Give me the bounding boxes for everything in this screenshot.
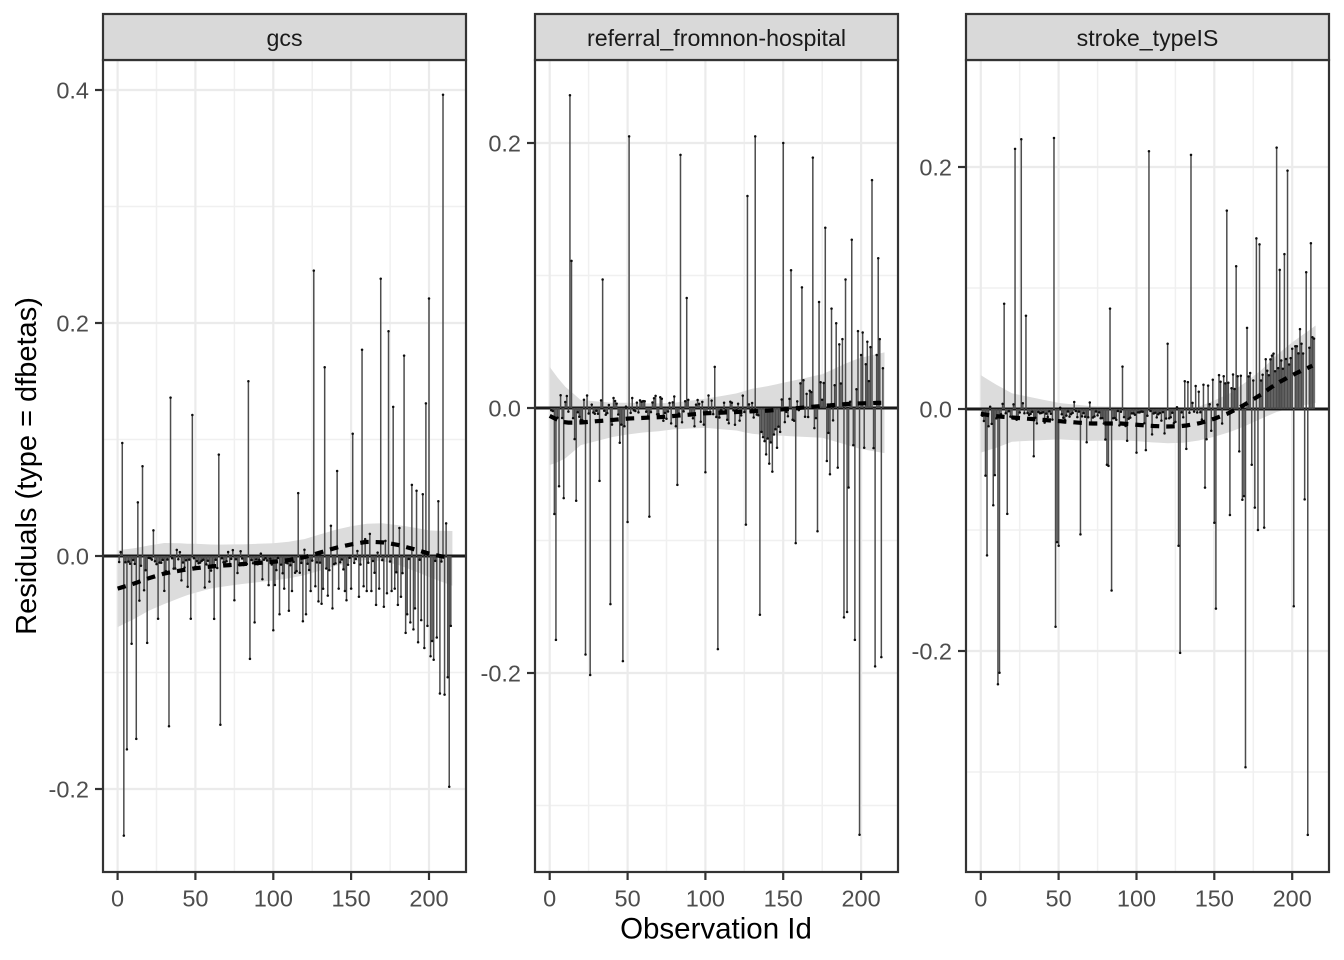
svg-text:-0.2: -0.2 xyxy=(912,639,953,665)
svg-text:200: 200 xyxy=(1273,886,1312,912)
svg-text:Observation Id: Observation Id xyxy=(620,913,812,946)
svg-text:stroke_typeIS: stroke_typeIS xyxy=(1077,25,1219,51)
svg-text:100: 100 xyxy=(1117,886,1156,912)
svg-text:Residuals (type = dfbetas): Residuals (type = dfbetas) xyxy=(11,297,43,635)
svg-text:0.2: 0.2 xyxy=(919,155,952,181)
svg-text:0.0: 0.0 xyxy=(488,396,521,422)
svg-text:0.0: 0.0 xyxy=(56,544,89,570)
svg-text:150: 150 xyxy=(331,886,370,912)
svg-text:150: 150 xyxy=(1195,886,1234,912)
svg-text:-0.2: -0.2 xyxy=(481,661,522,687)
svg-text:0.4: 0.4 xyxy=(56,78,89,104)
svg-text:50: 50 xyxy=(1046,886,1072,912)
svg-text:0.2: 0.2 xyxy=(56,311,89,337)
svg-text:-0.2: -0.2 xyxy=(49,777,90,803)
svg-text:150: 150 xyxy=(764,886,803,912)
svg-text:50: 50 xyxy=(182,886,208,912)
svg-text:200: 200 xyxy=(841,886,880,912)
svg-text:100: 100 xyxy=(686,886,725,912)
svg-text:100: 100 xyxy=(254,886,293,912)
svg-text:0: 0 xyxy=(974,886,987,912)
svg-text:referral_fromnon-hospital: referral_fromnon-hospital xyxy=(587,25,846,51)
svg-text:gcs: gcs xyxy=(266,25,302,51)
svg-text:200: 200 xyxy=(409,886,448,912)
svg-text:0.0: 0.0 xyxy=(919,397,952,423)
svg-text:0: 0 xyxy=(543,886,556,912)
svg-text:50: 50 xyxy=(615,886,641,912)
svg-text:0: 0 xyxy=(111,886,124,912)
svg-text:0.2: 0.2 xyxy=(488,131,521,157)
